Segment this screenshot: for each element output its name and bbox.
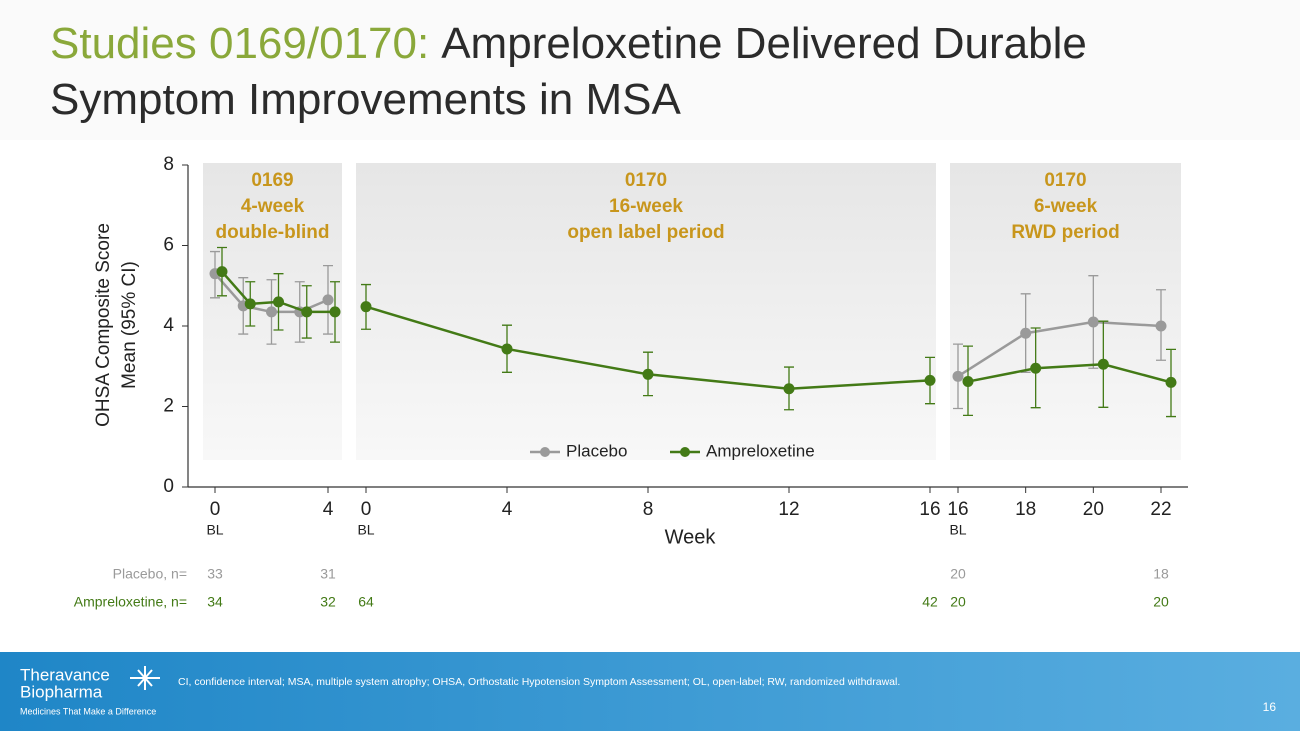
n-value: 64 bbox=[358, 594, 374, 610]
panel-label: 0170 bbox=[625, 170, 667, 191]
data-point bbox=[783, 383, 795, 395]
title-prefix: Studies 0169/0170: bbox=[50, 19, 429, 68]
data-point bbox=[266, 306, 277, 318]
panel-label: 16-week bbox=[609, 196, 683, 217]
baseline-label: BL bbox=[949, 522, 966, 538]
panel-label: 0169 bbox=[251, 170, 293, 191]
n-value: 20 bbox=[950, 566, 966, 582]
y-tick-label: 0 bbox=[163, 476, 174, 497]
logo-line: Theravance bbox=[20, 665, 110, 684]
x-tick-label: 4 bbox=[323, 499, 334, 520]
footer-band bbox=[0, 652, 1300, 731]
data-point bbox=[1155, 320, 1167, 332]
legend-label: Ampreloxetine bbox=[706, 441, 815, 460]
data-point bbox=[216, 266, 228, 278]
n-value: 32 bbox=[320, 594, 336, 610]
page-number: 16 bbox=[1263, 700, 1277, 714]
n-value: 20 bbox=[1153, 594, 1169, 610]
y-axis-label: Mean (95% CI) bbox=[119, 261, 140, 389]
baseline-label: BL bbox=[206, 522, 223, 538]
x-tick-label: 16 bbox=[919, 499, 940, 520]
n-value: 20 bbox=[950, 594, 966, 610]
data-point bbox=[322, 294, 334, 306]
slide-title: Studies 0169/0170: bbox=[50, 19, 429, 68]
panel-label: open label period bbox=[567, 222, 724, 243]
x-tick-label: 4 bbox=[502, 499, 513, 520]
x-tick-label: 12 bbox=[778, 499, 799, 520]
title-line: Ampreloxetine Delivered Durable bbox=[441, 19, 1087, 68]
x-tick-label: 0 bbox=[361, 499, 372, 520]
data-point bbox=[301, 306, 313, 318]
x-tick-label: 16 bbox=[947, 499, 968, 520]
footnote: CI, confidence interval; MSA, multiple s… bbox=[178, 676, 900, 688]
legend-marker bbox=[540, 447, 550, 457]
logo-tagline: Medicines That Make a Difference bbox=[20, 706, 156, 716]
panel-label: 0170 bbox=[1044, 170, 1086, 191]
y-tick-label: 8 bbox=[163, 154, 174, 175]
title-main: Ampreloxetine Delivered Durable Symptom I… bbox=[50, 19, 1087, 124]
n-value: 33 bbox=[207, 566, 223, 582]
data-point bbox=[273, 296, 284, 308]
legend-marker bbox=[680, 447, 690, 457]
chart: 0 2 4 6 8 OHSA Composite Score Mean (95% CI) We… bbox=[74, 154, 1188, 610]
data-point bbox=[360, 301, 372, 313]
data-point bbox=[1020, 327, 1032, 339]
data-point bbox=[244, 298, 256, 310]
data-point bbox=[962, 376, 974, 388]
panel-label: RWD period bbox=[1011, 222, 1119, 243]
n-row-label: Placebo, n= bbox=[113, 566, 187, 582]
data-point bbox=[952, 370, 964, 382]
y-tick-label: 4 bbox=[163, 315, 174, 336]
n-value: 34 bbox=[207, 594, 223, 610]
data-point bbox=[1165, 376, 1177, 388]
n-value: 42 bbox=[922, 594, 938, 610]
data-point bbox=[924, 374, 936, 386]
y-tick-label: 2 bbox=[163, 396, 174, 417]
series-line bbox=[967, 362, 1172, 384]
data-point bbox=[1087, 316, 1099, 328]
panel-background bbox=[356, 163, 936, 460]
x-tick-label: 20 bbox=[1083, 499, 1104, 520]
n-value: 18 bbox=[1153, 566, 1169, 582]
legend-label: Placebo bbox=[566, 441, 627, 460]
panel-label: double-blind bbox=[216, 222, 330, 243]
title-band bbox=[0, 0, 1300, 140]
y-tick-label: 6 bbox=[163, 235, 174, 256]
x-tick-label: 18 bbox=[1015, 499, 1036, 520]
panel-background bbox=[950, 163, 1181, 460]
data-point bbox=[642, 368, 654, 380]
x-axis-label: Week bbox=[665, 526, 717, 548]
logo-star bbox=[130, 666, 160, 690]
panel-label: 4-week bbox=[241, 196, 305, 217]
x-tick-label: 0 bbox=[210, 499, 221, 520]
data-point bbox=[1097, 358, 1109, 370]
n-value: 31 bbox=[320, 566, 336, 582]
y-axis-label: OHSA Composite Score bbox=[93, 223, 114, 427]
title-line: Symptom Improvements in MSA bbox=[50, 75, 681, 124]
baseline-label: BL bbox=[357, 522, 374, 538]
n-row-label: Ampreloxetine, n= bbox=[74, 594, 187, 610]
data-point bbox=[1030, 362, 1042, 374]
x-tick-label: 22 bbox=[1150, 499, 1171, 520]
x-tick-label: 8 bbox=[643, 499, 654, 520]
data-point bbox=[329, 306, 341, 318]
panel-label: 6-week bbox=[1034, 196, 1098, 217]
data-point bbox=[501, 343, 513, 355]
logo-line: Biopharma bbox=[20, 682, 103, 701]
series-line bbox=[957, 320, 1162, 378]
